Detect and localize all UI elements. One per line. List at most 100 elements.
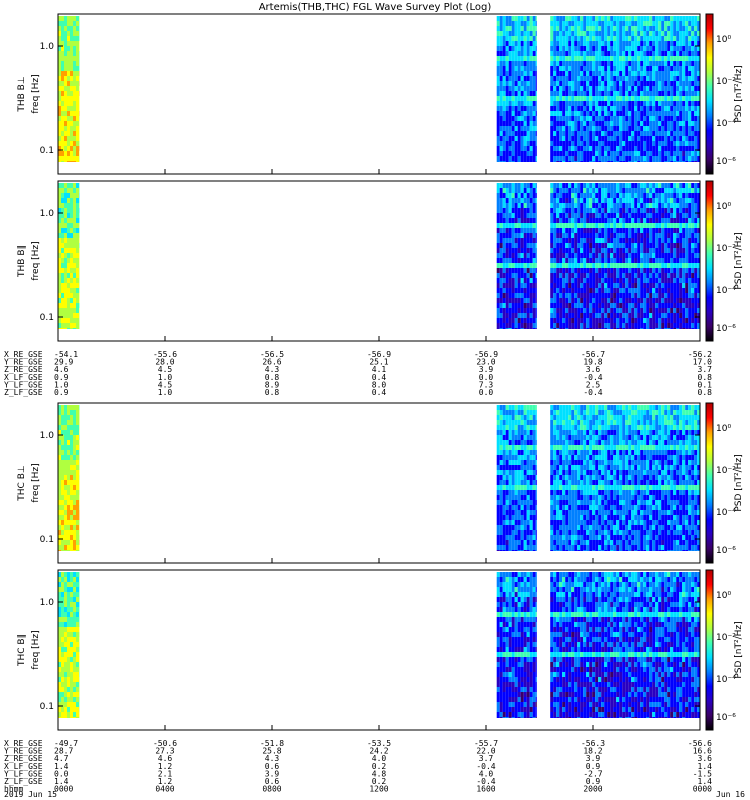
spectrogram-cell [520,188,524,193]
spectrogram-cell [670,268,674,273]
spectrogram-cell [499,283,503,288]
spectrogram-cell [613,161,617,162]
spectrogram-cell [70,51,73,56]
spectrogram-cell [508,520,512,525]
spectrogram-cell [559,36,563,41]
spectrogram-cell [589,298,593,303]
spectrogram-cell [625,41,629,46]
spectrogram-cell [70,283,73,288]
spectrogram-cell [550,198,554,203]
spectrogram-cell [628,26,632,31]
spectrogram-cell [499,188,503,193]
spectrogram-cell [676,161,680,162]
spectrogram-cell [589,161,593,162]
spectrogram-cell [568,253,572,258]
spectrogram-cell [628,71,632,76]
spectrogram-cell [574,228,578,233]
spectrogram-cell [556,248,560,253]
spectrogram-cell [697,293,700,298]
spectrogram-cell [613,16,617,21]
spectrogram-cell [634,21,638,26]
spectrogram-cell [502,480,506,485]
spectrogram-cell [568,268,572,273]
spectrogram-cell [496,450,500,455]
spectrogram-cell [577,81,581,86]
spectrogram-cell [556,61,560,66]
spectrogram-cell [67,273,70,278]
spectrogram-cell [694,313,698,318]
spectrogram-cell [58,505,61,510]
spectrogram-cell [655,51,659,56]
spectrogram-cell [589,313,593,318]
spectrogram-cell [574,263,578,268]
spectrogram-cell [634,146,638,151]
spectrogram-cell [613,76,617,81]
spectrogram-cell [526,273,530,278]
spectrogram-cell [64,146,67,151]
spectrogram-cell [691,81,695,86]
spectrogram-cell [580,263,584,268]
spectrogram-cell [73,96,76,101]
spectrogram-cell [676,91,680,96]
spectrogram-cell [67,116,70,121]
spectrogram-cell [526,328,530,329]
spectrogram-cell [634,36,638,41]
spectrogram-cell [64,248,67,253]
spectrogram-cell [685,278,689,283]
spectrogram-cell [76,545,79,550]
spectrogram-cell [523,253,527,258]
spectrogram-cell [667,151,671,156]
spectrogram-cell [592,86,596,91]
spectrogram-cell [517,455,521,460]
spectrogram-cell [655,21,659,26]
spectrogram-cell [598,111,602,116]
spectrogram-cell [511,535,515,540]
spectrogram-cell [583,248,587,253]
spectrogram-cell [574,131,578,136]
spectrogram-cell [592,273,596,278]
spectrogram-cell [514,435,518,440]
spectrogram-cell [571,198,575,203]
spectrogram-cell [508,223,512,228]
spectrogram-cell [622,193,626,198]
spectrogram-cell [682,288,686,293]
spectrogram-cell [676,288,680,293]
spectrogram-cell [562,268,566,273]
spectrogram-cell [508,535,512,540]
spectrogram-cell [577,313,581,318]
spectrogram-cell [580,213,584,218]
spectrogram-cell [532,21,536,26]
spectrogram-cell [76,328,79,329]
spectrogram-cell [502,288,506,293]
spectrogram-cell [61,328,64,329]
spectrogram-cell [64,116,67,121]
spectrogram-cell [535,86,537,91]
spectrogram-cell [679,71,683,76]
spectrogram-cell [634,213,638,218]
spectrogram-cell [523,208,527,213]
spectrogram-cell [496,510,500,515]
spectrogram-cell [613,131,617,136]
spectrogram-cell [637,116,641,121]
spectrogram-cell [589,188,593,193]
spectrogram-cell [523,263,527,268]
spectrogram-cell [673,31,677,36]
spectrogram-cell [58,223,61,228]
spectrogram-cell [652,146,656,151]
spectrogram-cell [583,136,587,141]
spectrogram-cell [649,51,653,56]
spectrogram-cell [691,31,695,36]
spectrogram-cell [586,278,590,283]
spectrogram-cell [673,136,677,141]
spectrogram-cell [508,61,512,66]
spectrogram-cell [664,146,668,151]
spectrogram-cell [697,156,700,161]
spectrogram-cell [514,445,518,450]
spectrogram-cell [496,268,500,273]
spectrogram-cell [523,243,527,248]
spectrogram-cell [604,313,608,318]
spectrogram-cell [67,21,70,26]
spectrogram-cell [505,81,509,86]
spectrogram-cell [592,161,596,162]
spectrogram-cell [61,535,64,540]
